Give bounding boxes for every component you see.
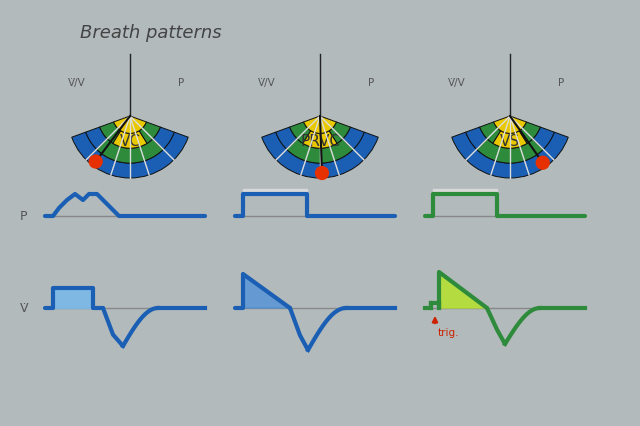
Wedge shape	[153, 128, 174, 150]
Wedge shape	[303, 131, 337, 149]
Wedge shape	[113, 131, 147, 149]
Wedge shape	[519, 123, 540, 144]
Polygon shape	[243, 274, 290, 308]
Wedge shape	[532, 128, 554, 150]
Text: VC: VC	[120, 134, 141, 149]
Wedge shape	[493, 131, 527, 149]
Wedge shape	[493, 117, 526, 134]
Wedge shape	[139, 123, 160, 144]
Polygon shape	[53, 288, 93, 308]
Text: PRVC: PRVC	[300, 134, 340, 149]
Circle shape	[88, 155, 103, 169]
Circle shape	[315, 167, 329, 181]
Wedge shape	[86, 128, 108, 150]
Text: P: P	[558, 78, 564, 88]
Wedge shape	[304, 117, 336, 134]
Text: V̇/V: V̇/V	[68, 78, 86, 88]
Wedge shape	[72, 133, 188, 178]
Text: VS: VS	[500, 134, 520, 149]
Wedge shape	[290, 123, 311, 144]
Wedge shape	[480, 123, 501, 144]
Wedge shape	[97, 139, 163, 164]
Text: V̇/V: V̇/V	[448, 78, 466, 88]
Wedge shape	[343, 128, 364, 150]
Text: P: P	[20, 210, 28, 223]
Wedge shape	[329, 123, 350, 144]
Wedge shape	[466, 128, 487, 150]
Wedge shape	[287, 139, 353, 164]
Wedge shape	[262, 133, 378, 178]
Text: Breath patterns: Breath patterns	[80, 24, 221, 42]
Wedge shape	[276, 128, 297, 150]
Text: V̇: V̇	[20, 302, 29, 315]
Wedge shape	[100, 123, 121, 144]
Text: V̇/V: V̇/V	[258, 78, 276, 88]
Text: P: P	[368, 78, 374, 88]
Wedge shape	[452, 133, 568, 178]
Text: P: P	[178, 78, 184, 88]
Wedge shape	[477, 139, 543, 164]
Wedge shape	[114, 117, 147, 134]
Circle shape	[536, 156, 550, 170]
Text: trig.: trig.	[438, 327, 460, 337]
Polygon shape	[439, 272, 487, 308]
